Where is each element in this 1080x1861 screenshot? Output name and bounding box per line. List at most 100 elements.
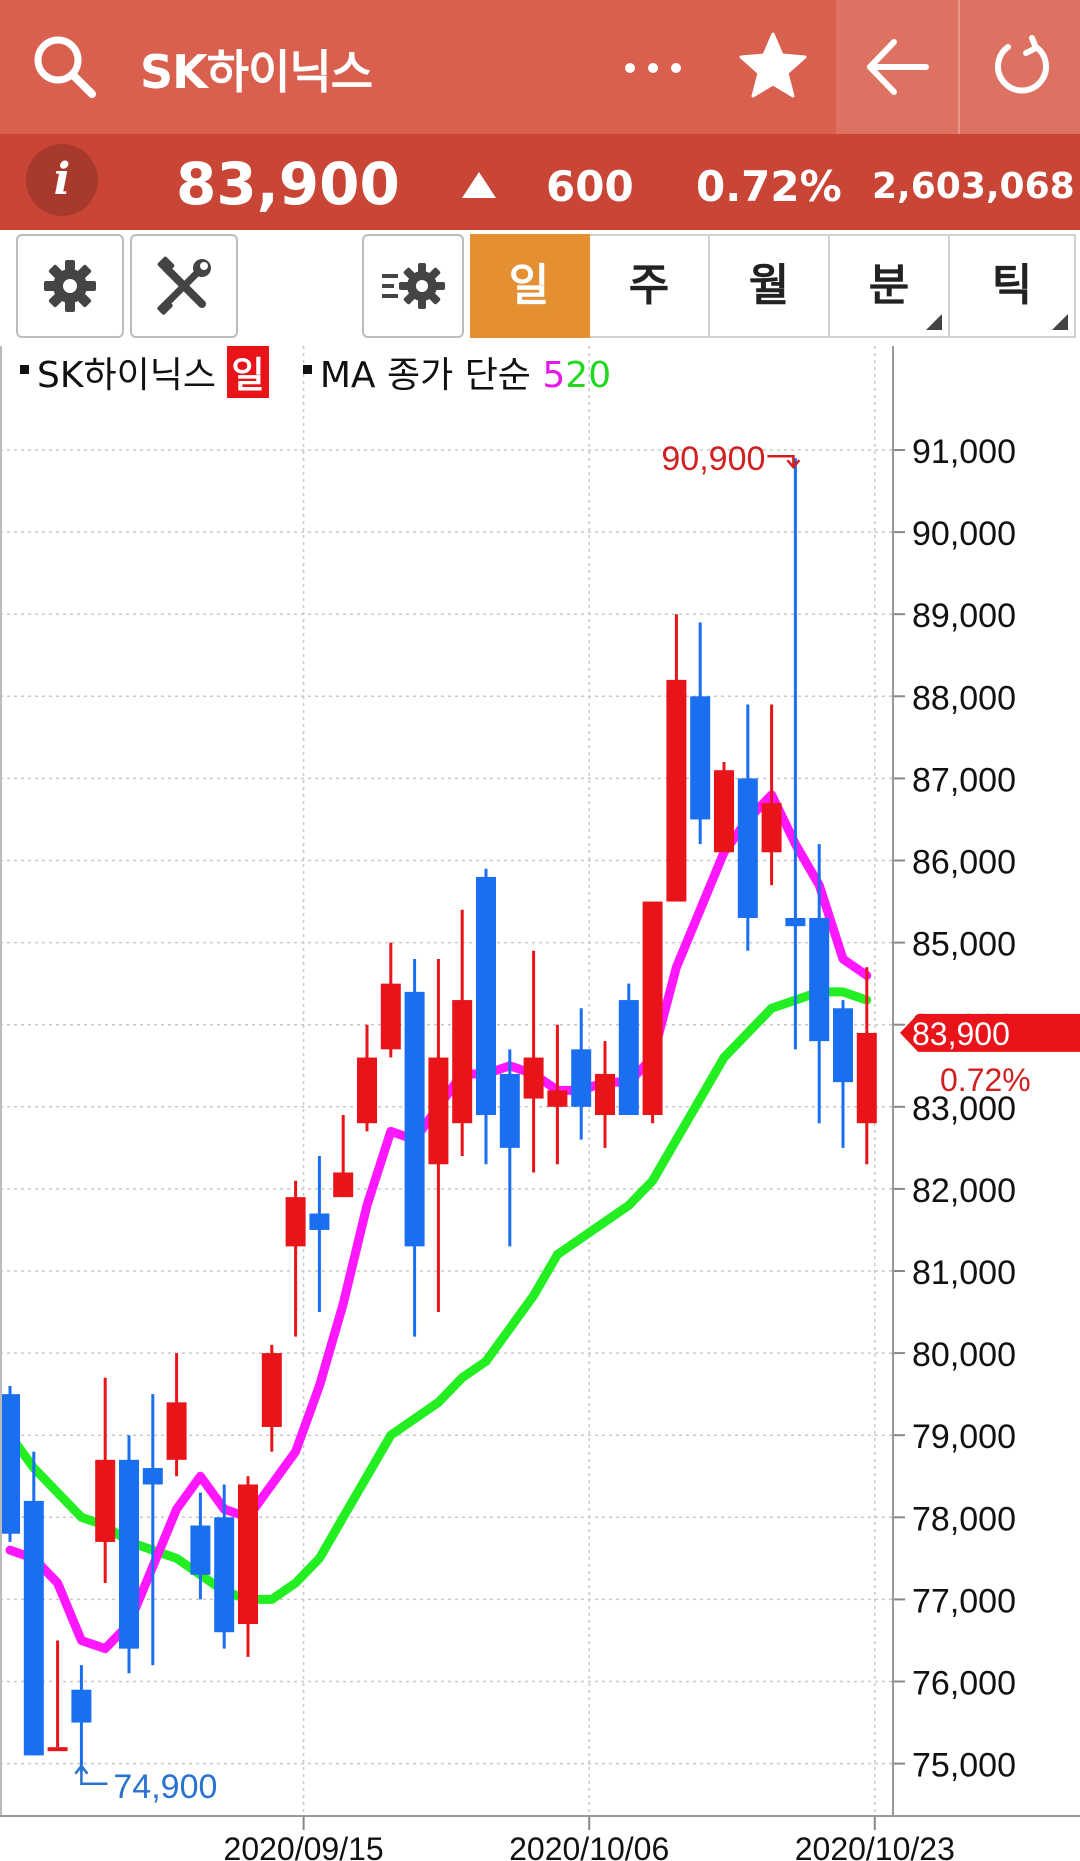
tab-month-label: 월 [748,260,790,311]
legend-stock-name: SK하이닉스 [37,355,216,396]
legend-marker [302,364,312,374]
y-tick-label: 78,000 [912,1500,1016,1538]
candle-body [404,991,425,1247]
dropdown-corner-icon [926,314,942,330]
candle-body [190,1525,211,1575]
candlestick-chart[interactable]: 91,000 90,000 89,000 88,000 87,000 86,000 85,0… [0,346,1080,1861]
refresh-button[interactable] [960,0,1080,134]
tab-day[interactable]: 일 [470,234,590,338]
x-tick-label: 2020/10/06 [509,1831,669,1861]
tab-tick[interactable]: 틱 [950,234,1076,338]
y-tick-label: 75,000 [912,1747,1016,1785]
legend-marker [20,364,29,374]
more-icon[interactable] [618,40,688,96]
candle-body [476,876,496,1116]
high-price-label: 90,900 [661,440,765,478]
info-icon[interactable]: i [26,144,98,216]
tab-minute[interactable]: 분 [830,234,950,338]
y-tick-label: 89,000 [912,597,1016,635]
y-tick-label: 77,000 [912,1582,1016,1620]
candle-body [23,1500,44,1756]
quote-bar: i 83,900 600 0.72% 2,603,068 [0,134,1080,230]
tab-week-label: 주 [628,260,670,311]
legend-period-badge: 일 [227,346,269,398]
low-pointer-icon [80,1765,108,1786]
candle-body [833,1008,853,1083]
y-tick-label: 87,000 [912,761,1016,799]
tab-month[interactable]: 월 [710,234,830,338]
low-price-label: 74,900 [113,1768,217,1806]
candle-body [142,1468,163,1485]
tab-minute-label: 분 [868,260,910,311]
candle-body [428,1057,449,1165]
tab-tick-label: 틱 [991,260,1033,311]
candle-body [571,1049,592,1107]
x-tick-label: 2020/09/15 [224,1831,384,1861]
indicator-settings-icon [382,263,445,309]
candle-body [285,1197,306,1247]
candle-body [618,1000,639,1116]
candle-body [547,1090,568,1107]
dropdown-corner-icon [1052,314,1068,330]
y-tick-label: 80,000 [912,1336,1016,1374]
candle-body [690,696,711,820]
tools-icon [157,256,211,315]
change-rate: 0.72% [696,162,842,211]
legend-ma-label: MA 종가 단순 [319,355,531,396]
header-divider [958,0,960,134]
candles-group [0,458,877,1772]
y-axis: 91,000 90,000 89,000 88,000 87,000 86,000 85,0… [0,346,1016,1816]
low-pointer-arrow-icon [74,1763,89,1775]
y-tick-label: 83,000 [912,1090,1016,1128]
y-tick-label: 86,000 [912,844,1016,882]
x-axis: 2020/09/15 2020/10/06 2020/10/23 [0,1815,1080,1861]
y-tick-label: 90,000 [912,515,1016,553]
candle-body [47,1747,68,1752]
tools-button[interactable] [130,234,238,338]
legend-ma20: 20 [565,355,612,396]
indicator-settings-button[interactable] [362,234,464,338]
y-tick-label: 82,000 [912,1172,1016,1210]
y-tick-label: 85,000 [912,926,1016,964]
candle-body [380,983,401,1050]
tab-day-label: 일 [508,260,550,311]
candle-body [95,1459,116,1542]
candle-body [309,1213,330,1230]
y-tick-label: 81,000 [912,1254,1016,1292]
settings-button[interactable] [16,234,124,338]
candle-body [0,1394,20,1534]
candle-body [357,1057,377,1124]
y-tick-label: 76,000 [912,1665,1016,1703]
candle-body [785,917,806,927]
x-tick-label: 2020/10/23 [795,1831,955,1861]
candle-body [523,1057,544,1099]
y-tick-label: 88,000 [912,679,1016,717]
stock-title[interactable]: SK하이닉스 [140,45,373,99]
last-price-tag [900,1013,1080,1052]
back-button[interactable] [836,0,958,134]
chart-legend: SK하이닉스 일 MA 종가 단순 520 [20,346,612,398]
candle-body [499,1073,520,1148]
app-header: SK하이닉스 [0,0,1080,134]
candle-body [166,1402,187,1460]
last-rate-label: 0.72% [940,1062,1031,1098]
candle-body [737,778,758,918]
candle-body [261,1353,282,1427]
candle-body [214,1517,235,1633]
candle-body [595,1073,615,1116]
back-arrow-icon [867,39,929,95]
up-triangle-icon [462,172,496,198]
candle-body [856,1032,877,1124]
candle-body [333,1172,354,1198]
star-icon[interactable] [738,30,808,100]
chart-annotations: 90,900 74,900 83,900 0.72% [74,440,1080,1806]
price-change: 600 [546,162,634,211]
high-pointer-icon [767,454,795,467]
candle-body [666,679,687,902]
refresh-icon [995,35,1049,94]
y-tick-label: 79,000 [912,1418,1016,1456]
candle-body [238,1484,258,1625]
tab-week[interactable]: 주 [590,234,710,338]
search-icon[interactable] [28,30,100,102]
candle-body [71,1689,92,1723]
